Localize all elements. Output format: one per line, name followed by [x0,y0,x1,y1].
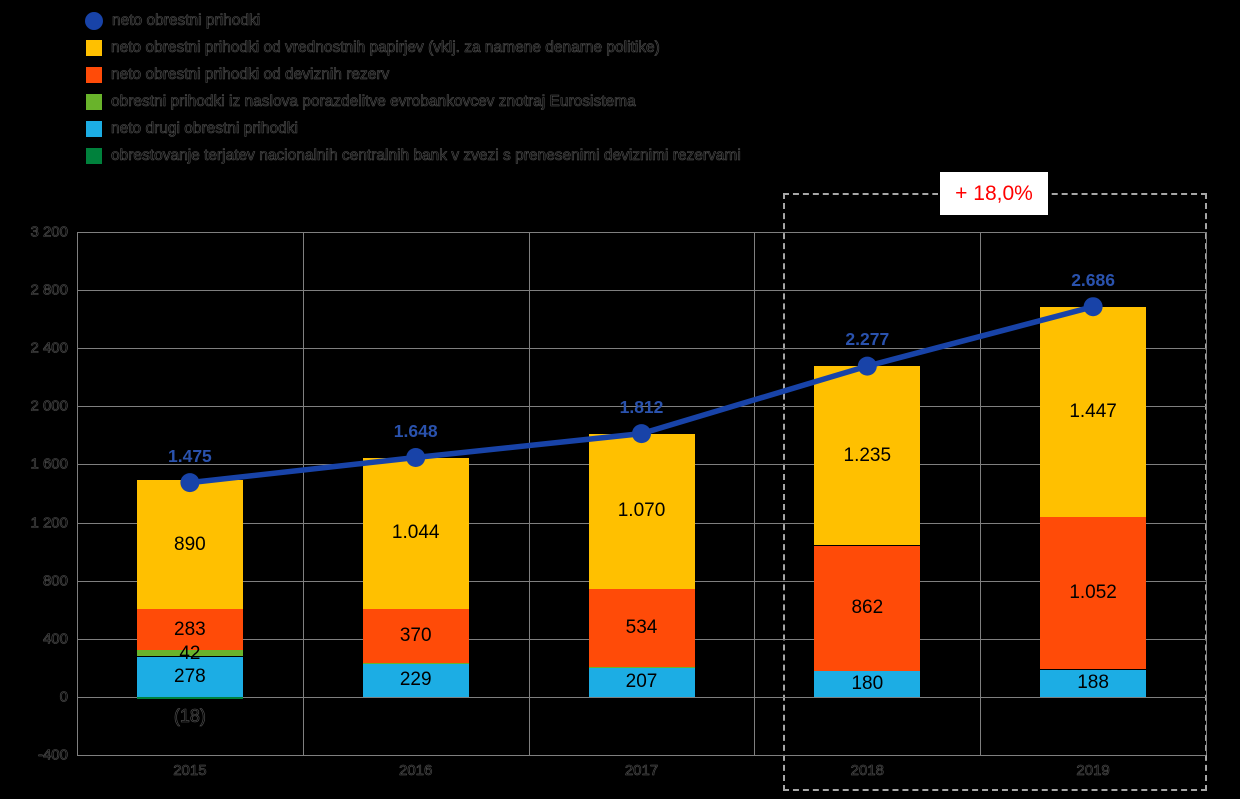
bar-segment-1 [136,650,243,657]
bar-value-label: 188 [1077,672,1109,694]
gridline-v [980,232,982,755]
legend-item-5: obrestovanje terjatev nacionalnih centra… [86,142,741,169]
series-swatch-icon [86,120,102,137]
series-swatch-icon [86,93,102,110]
legend-label: obrestovanje terjatev nacionalnih centra… [111,146,741,164]
bar-segment-2 [1040,516,1147,670]
gridline-h [77,290,1206,292]
legend-label: neto drugi obrestni prihodki [111,119,299,137]
bar-segment-0 [588,666,695,697]
bar-value-label: 370 [399,625,432,646]
negative-value-label: (18) [173,705,207,726]
series-swatch-icon [86,66,102,83]
legend-item-1: neto obrestni prihodki od vrednostnih pa… [86,34,741,61]
bar-value-label: 283 [174,618,206,640]
bar-value-label: 534 [625,616,658,638]
bar-segment-2 [588,589,695,667]
chart-legend: neto obrestni prihodki neto obrestni prih… [85,7,741,169]
gridline-h [77,755,1206,756]
legend-item-4: neto drugi obrestni prihodki [86,115,741,142]
bar-value-label: 1.447 [1069,400,1117,422]
bar-value-label: 1.044 [391,522,440,544]
y-tick-label: 1 200 [30,514,68,532]
y-tick-label: 800 [42,572,69,590]
line-value-label: 1.475 [167,445,212,466]
series-swatch-icon [86,39,102,56]
y-tick-label: 1 600 [30,455,68,474]
bar-value-label: 278 [174,665,206,687]
bar-value-label: 1.070 [617,500,666,522]
line-circle-marker-icon [85,11,103,30]
bar-value-label: 207 [625,670,658,692]
bar-value-label: 1.235 [843,444,892,466]
bar-segment-negative-4 [136,696,243,700]
bar-segment-0 [814,670,921,697]
legend-label: obrestni prihodki iz naslova porazdelitv… [111,92,636,110]
legend-item-3: obrestni prihodki iz naslova porazdelitv… [86,88,741,115]
gridline-v [528,232,530,755]
growth-badge-label: + 18,0% [955,181,1033,205]
y-tick-label: 2 000 [30,397,68,415]
x-tick-label: 2015 [173,762,207,780]
bar-value-label: 180 [851,672,884,694]
y-tick-label: 2 800 [30,281,68,299]
bar-segment-0 [1040,669,1147,697]
x-tick-label: 2016 [399,762,433,780]
legend-item-2: neto obrestni prihodki od deviznih rezer… [86,61,741,88]
line-value-label: 1.812 [619,396,664,417]
bar-value-label: 862 [851,597,884,619]
x-tick-label: 2019 [1076,762,1110,780]
y-tick-label: 3 200 [30,223,68,241]
gridline-v [302,232,304,755]
bar-segment-1 [362,662,469,664]
bar-value-label: 229 [399,669,432,691]
gridline-h [77,348,1206,350]
line-value-label: 2.686 [1071,269,1115,290]
y-tick-label: -400 [37,746,69,764]
line-value-label: 2.277 [845,329,890,350]
bar-value-label: 890 [174,533,206,555]
x-tick-label: 2017 [624,762,659,780]
bar-value-label: 1.052 [1069,582,1117,604]
bar-segment-2 [362,609,469,663]
gridline-v [1206,232,1207,755]
bar-segment-2 [136,609,243,651]
gridline-v [754,232,756,755]
x-tick-label: 2018 [850,762,884,780]
legend-item-0: neto obrestni prihodki [85,7,741,34]
y-tick-label: 2 400 [30,339,68,357]
y-tick-label: 400 [42,630,69,648]
legend-label: neto obrestni prihodki od vrednostnih pa… [111,38,660,56]
gridline-v [77,232,78,755]
y-tick-label: 0 [59,688,68,706]
bar-segment-0 [362,663,469,697]
series-swatch-icon [86,147,102,164]
bar-segment-3 [136,480,243,610]
bar-segment-0 [136,656,243,697]
bar-segment-2 [814,545,921,671]
gridline-h [77,696,1206,698]
gridline-h [77,232,1206,233]
line-value-label: 1.648 [393,420,438,441]
growth-badge: + 18,0% [938,170,1050,217]
legend-label: neto obrestni prihodki [112,11,261,29]
legend-label: neto obrestni prihodki od deviznih rezer… [111,65,390,83]
bar-value-label: 42 [179,642,201,664]
